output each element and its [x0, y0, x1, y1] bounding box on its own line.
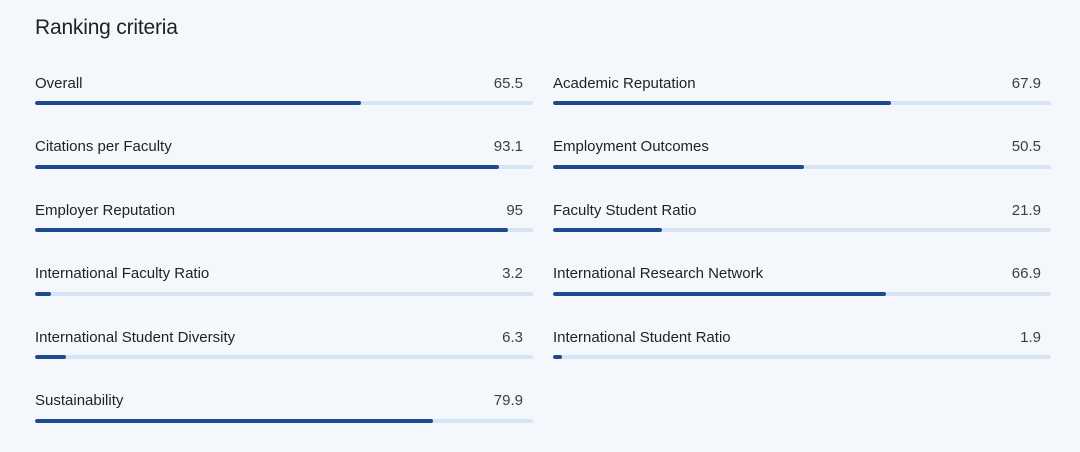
metric-international-faculty-ratio: International Faculty Ratio 3.2	[35, 262, 533, 326]
progress-fill	[553, 164, 805, 169]
metric-header: International Research Network 66.9	[553, 262, 1051, 286]
metric-label: International Student Diversity	[35, 328, 236, 346]
metric-international-student-ratio: International Student Ratio 1.9	[553, 325, 1051, 389]
progress-fill	[35, 228, 509, 232]
section-title: Ranking criteria	[35, 16, 178, 39]
metric-value: 65.5	[493, 74, 523, 92]
metric-value: 66.9	[1011, 265, 1041, 282]
progress-track	[35, 355, 533, 359]
metric-label: Employment Outcomes	[553, 138, 709, 155]
metric-value: 67.9	[1011, 74, 1041, 92]
metrics-grid: Overall 65.5 Academic Reputation 67.9 Ci…	[35, 71, 1051, 452]
progress-fill	[553, 228, 663, 232]
metric-header: Employment Outcomes 50.5	[553, 135, 1051, 159]
metric-header: Faculty Student Ratio 21.9	[553, 198, 1051, 222]
metric-header: International Faculty Ratio 3.2	[35, 262, 533, 286]
progress-track	[35, 101, 533, 105]
progress-track	[553, 355, 1051, 359]
progress-fill	[35, 164, 499, 169]
metric-international-research-network: International Research Network 66.9	[553, 262, 1051, 326]
metric-header: International Student Ratio 1.9	[553, 325, 1051, 349]
progress-fill	[553, 291, 887, 296]
metric-label: Citations per Faculty	[35, 138, 172, 155]
progress-track	[553, 164, 1051, 169]
metric-value: 95	[506, 201, 523, 219]
metric-header: Overall 65.5	[35, 71, 533, 95]
metric-sustainability: Sustainability 79.9	[35, 389, 533, 452]
metric-label: International Research Network	[553, 265, 764, 282]
progress-track	[553, 291, 1051, 296]
progress-track	[35, 291, 533, 296]
progress-fill	[35, 418, 433, 423]
metric-value: 93.1	[493, 138, 523, 155]
metric-academic-reputation: Academic Reputation 67.9	[553, 71, 1051, 135]
metric-header: International Student Diversity 6.3	[35, 325, 533, 349]
metric-label: Employer Reputation	[35, 201, 176, 219]
metric-header: Employer Reputation 95	[35, 198, 533, 222]
progress-track	[35, 228, 533, 232]
metric-overall: Overall 65.5	[35, 71, 533, 135]
metric-label: Faculty Student Ratio	[553, 201, 697, 219]
metric-header: Sustainability 79.9	[35, 389, 533, 413]
metric-employer-reputation: Employer Reputation 95	[35, 198, 533, 262]
metric-value: 6.3	[502, 328, 523, 346]
metric-value: 3.2	[502, 265, 523, 282]
metric-international-student-diversity: International Student Diversity 6.3	[35, 325, 533, 389]
metric-label: Academic Reputation	[553, 74, 696, 92]
metric-value: 21.9	[1011, 201, 1041, 219]
progress-fill	[35, 355, 67, 359]
metric-label: Sustainability	[35, 392, 124, 409]
metric-label: Overall	[35, 74, 83, 92]
metric-header: Citations per Faculty 93.1	[35, 135, 533, 159]
metric-employment-outcomes: Employment Outcomes 50.5	[553, 135, 1051, 199]
metric-label: International Faculty Ratio	[35, 265, 210, 282]
progress-fill	[35, 291, 51, 296]
metric-value: 50.5	[1011, 138, 1041, 155]
progress-track	[35, 418, 533, 423]
progress-fill	[553, 101, 892, 105]
metric-value: 1.9	[1020, 328, 1041, 346]
metric-faculty-student-ratio: Faculty Student Ratio 21.9	[553, 198, 1051, 262]
metric-header: Academic Reputation 67.9	[553, 71, 1051, 95]
progress-track	[35, 164, 533, 169]
progress-fill	[35, 101, 362, 105]
metric-citations-per-faculty: Citations per Faculty 93.1	[35, 135, 533, 199]
metric-label: International Student Ratio	[553, 328, 731, 346]
progress-fill	[553, 355, 563, 359]
metric-value: 79.9	[493, 392, 523, 409]
progress-track	[553, 101, 1051, 105]
progress-track	[553, 228, 1051, 232]
